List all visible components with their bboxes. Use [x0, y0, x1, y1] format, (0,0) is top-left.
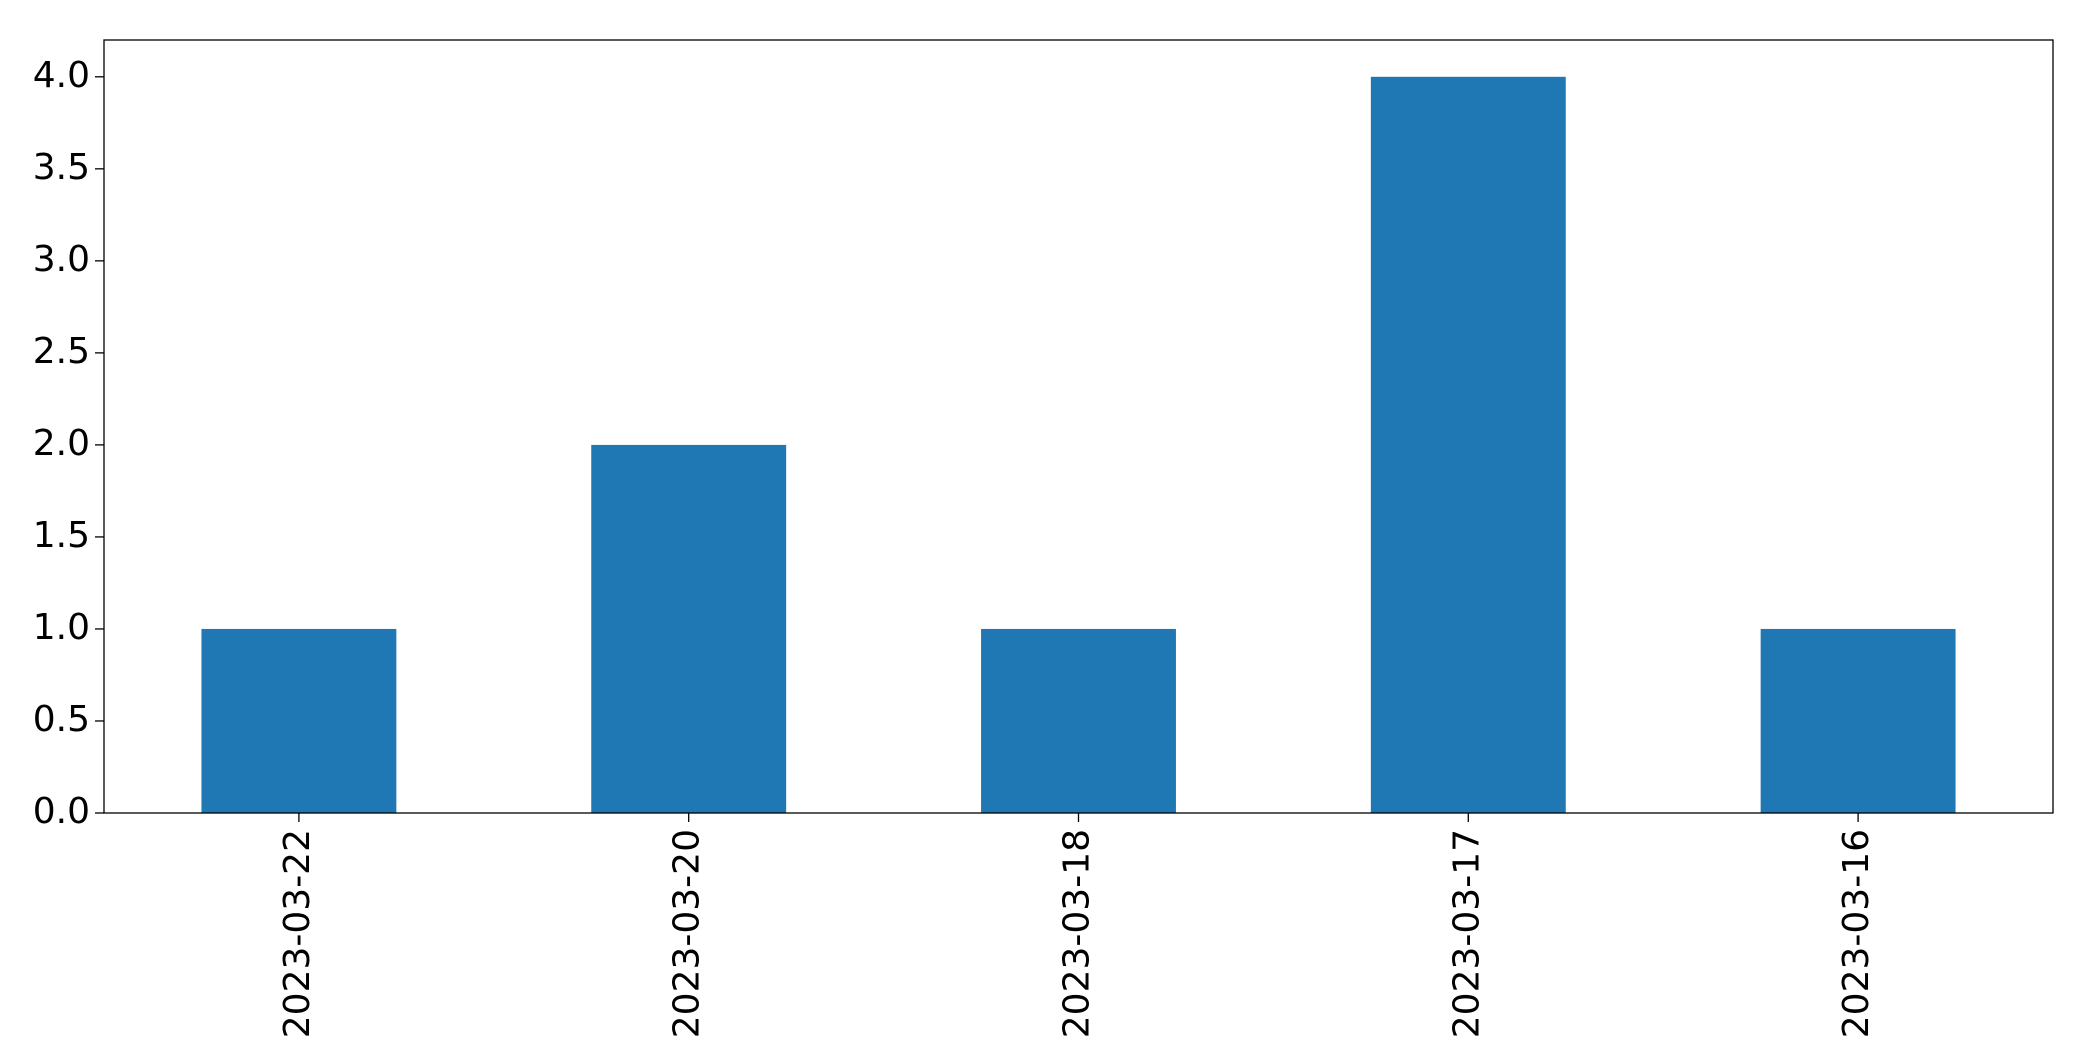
bar: [1370, 76, 1566, 814]
y-tick-label: 3.0: [33, 239, 90, 280]
x-tick-label: 2023-03-17: [1446, 829, 1487, 1038]
x-tick-label: 2023-03-16: [1836, 829, 1877, 1038]
x-tick-label: 2023-03-18: [1057, 829, 1098, 1038]
bar: [591, 444, 787, 813]
y-tick-label: 2.0: [33, 423, 90, 464]
y-tick-label: 4.0: [33, 55, 90, 96]
bar: [981, 628, 1176, 813]
plot-frame: [103, 39, 2054, 814]
bar: [201, 628, 397, 813]
y-tick-label: 0.0: [33, 791, 90, 832]
y-tick-label: 3.5: [33, 147, 90, 188]
x-tick-label: 2023-03-22: [277, 829, 318, 1038]
y-tick-label: 1.0: [33, 607, 90, 648]
y-tick-label: 1.5: [33, 515, 90, 556]
y-tick-label: 2.5: [33, 331, 90, 372]
x-tick-label: 2023-03-20: [667, 829, 708, 1038]
bar: [1760, 628, 1956, 813]
y-tick-label: 0.5: [33, 699, 90, 740]
